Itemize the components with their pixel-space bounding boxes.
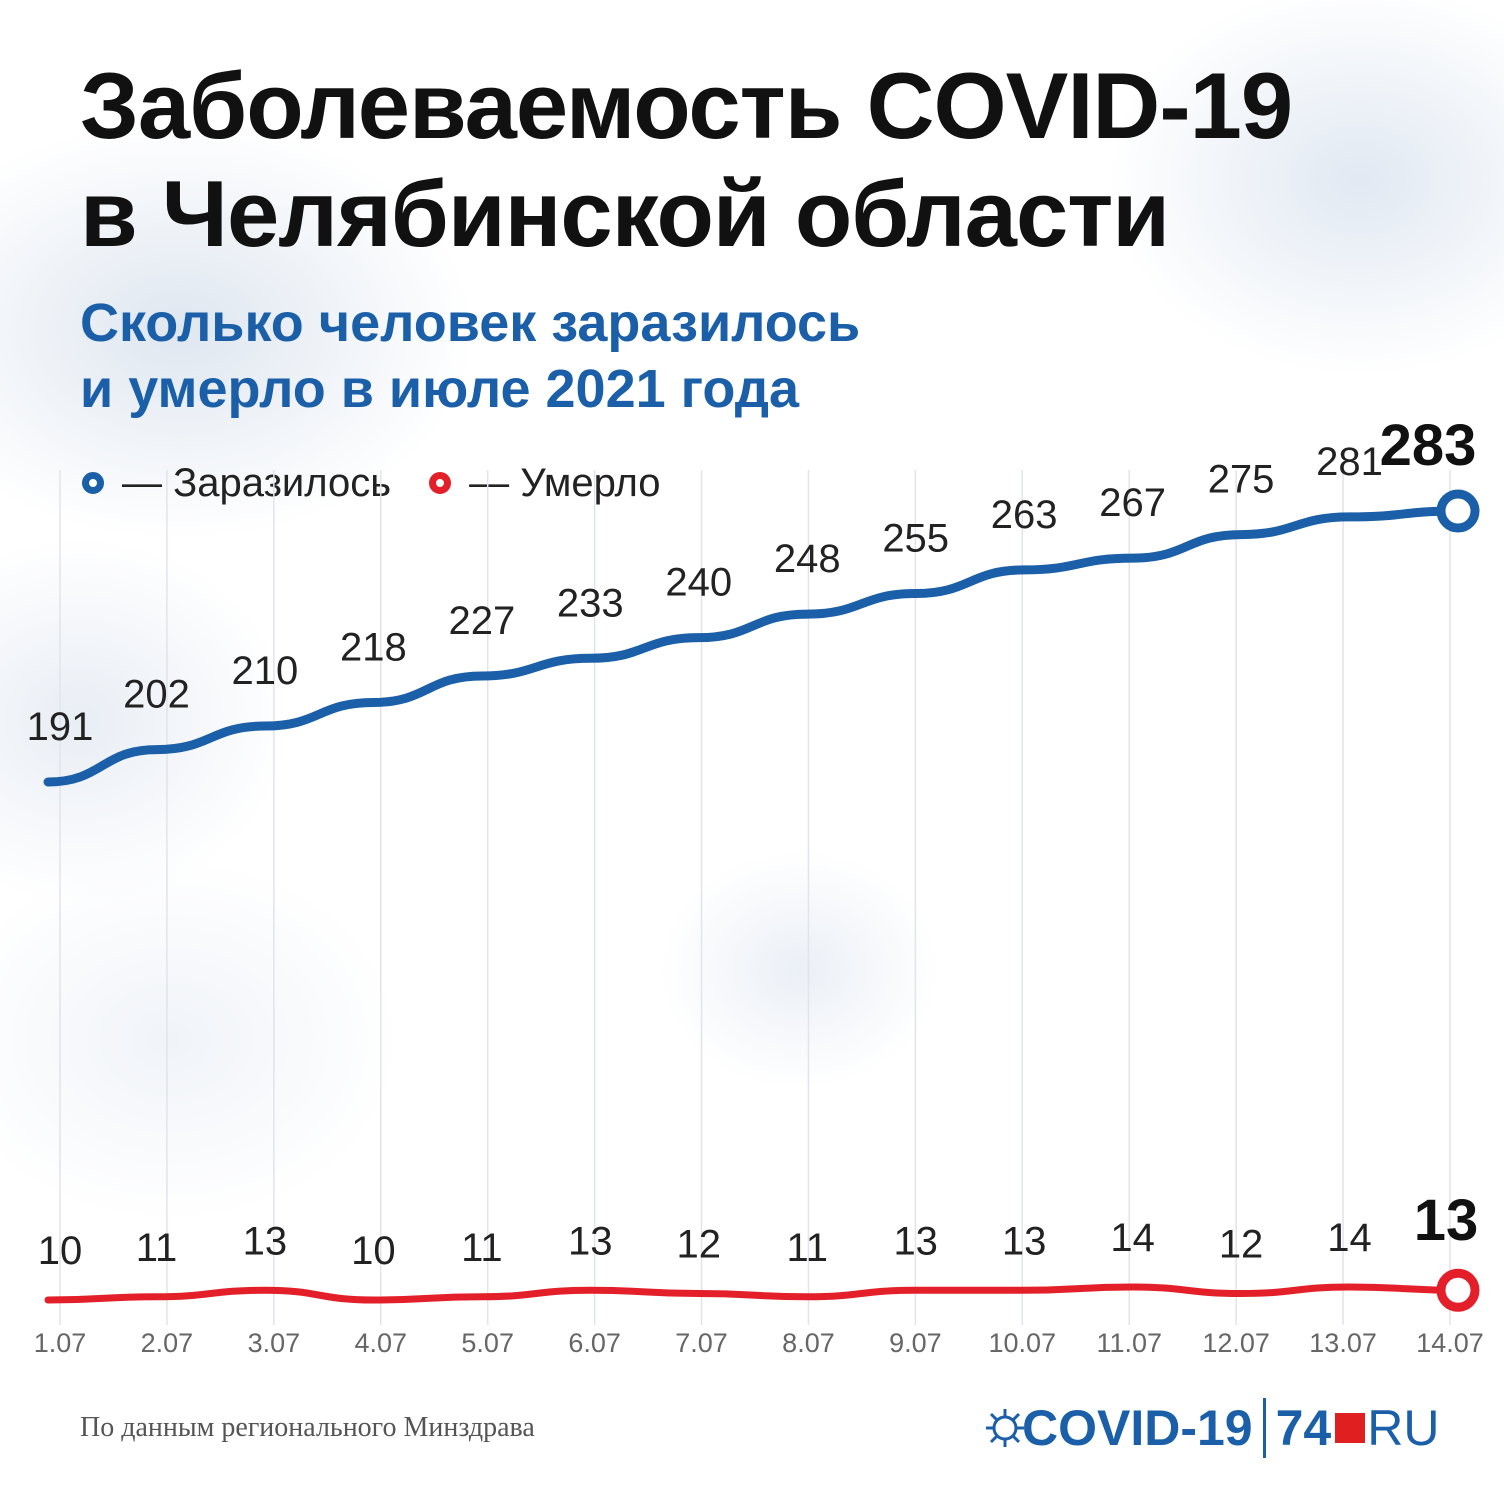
data-label-deaths-8: 11 xyxy=(786,1226,828,1270)
x-tick-label-10: 10.07 xyxy=(989,1328,1057,1358)
x-tick-label-9: 9.07 xyxy=(889,1328,942,1358)
data-label-deaths-5: 11 xyxy=(461,1226,503,1270)
virus-icon xyxy=(986,1409,1024,1447)
x-tick-label-3: 3.07 xyxy=(248,1328,301,1358)
series-line-deaths xyxy=(44,1283,1462,1304)
chart-title: Заболеваемость COVID-19 в Челябинской об… xyxy=(80,52,1293,268)
data-label-deaths-10: 13 xyxy=(1002,1219,1047,1263)
data-label-deaths-9: 13 xyxy=(893,1219,938,1263)
chart-title-line-2: в Челябинской области xyxy=(80,161,1170,266)
series-line-infected xyxy=(43,506,1463,787)
x-tick-label-12: 12.07 xyxy=(1202,1328,1270,1358)
data-label-infected-5: 227 xyxy=(448,599,515,643)
data-label-deaths-12: 12 xyxy=(1219,1223,1264,1267)
x-tick-label-1: 1.07 xyxy=(34,1328,87,1358)
data-label-infected-6: 233 xyxy=(557,581,624,625)
legend-label-deaths: — Умерло xyxy=(469,460,661,505)
data-label-infected-10: 263 xyxy=(991,493,1058,537)
logo-number: 74 xyxy=(1275,1400,1332,1456)
data-label-infected-4: 218 xyxy=(340,625,407,669)
legend-marker-deaths xyxy=(429,472,452,494)
x-tick-label-14: 14.07 xyxy=(1416,1328,1484,1358)
logo: COVID-19 74 RU xyxy=(982,1392,1439,1464)
data-label-infected-2: 202 xyxy=(123,673,190,717)
data-label-deaths-6: 13 xyxy=(568,1219,613,1263)
logo-covid-text: COVID-19 xyxy=(1022,1400,1253,1456)
x-tick-label-4: 4.07 xyxy=(354,1328,407,1358)
x-tick-label-11: 11.07 xyxy=(1096,1328,1162,1358)
data-label-infected-12: 275 xyxy=(1208,458,1275,502)
data-label-infected-14: 283 xyxy=(1380,413,1477,478)
data-label-infected-9: 255 xyxy=(882,516,949,560)
end-marker-infected xyxy=(1436,489,1480,533)
chart-subtitle-line-1: Сколько человек заразилось xyxy=(80,293,861,353)
legend-marker-infected xyxy=(82,472,104,494)
x-tick-label-6: 6.07 xyxy=(568,1328,621,1358)
data-label-deaths-7: 12 xyxy=(677,1223,722,1267)
x-tick-label-5: 5.07 xyxy=(461,1328,514,1358)
data-label-deaths-3: 13 xyxy=(243,1219,288,1263)
chart-subtitle-line-2: и умерло в июле 2021 года xyxy=(80,359,800,419)
x-tick-label-2: 2.07 xyxy=(141,1328,194,1358)
x-tick-label-7: 7.07 xyxy=(675,1328,728,1358)
data-label-infected-3: 210 xyxy=(232,649,299,693)
source-note: По данным регионального Минздрава xyxy=(80,1412,535,1443)
data-label-deaths-13: 14 xyxy=(1327,1216,1372,1260)
data-label-infected-8: 248 xyxy=(774,537,841,581)
data-label-infected-11: 267 xyxy=(1099,481,1166,525)
data-label-infected-13: 281 xyxy=(1316,440,1383,484)
chart-title-line-1: Заболеваемость COVID-19 xyxy=(80,53,1293,158)
data-label-deaths-11: 14 xyxy=(1110,1216,1155,1260)
x-tick-label-8: 8.07 xyxy=(782,1328,835,1358)
legend-item-deaths: — Умерло xyxy=(429,460,661,506)
end-marker-deaths xyxy=(1436,1268,1480,1312)
data-label-deaths-2: 11 xyxy=(136,1226,178,1270)
logo-red-square xyxy=(1335,1413,1366,1443)
data-label-deaths-4: 10 xyxy=(351,1229,396,1273)
data-label-deaths-1: 10 xyxy=(38,1229,83,1273)
chart-subtitle: Сколько человек заразилось и умерло в ию… xyxy=(80,290,860,422)
data-label-deaths-14: 13 xyxy=(1414,1188,1479,1253)
data-label-infected-1: 191 xyxy=(27,705,94,749)
x-tick-label-13: 13.07 xyxy=(1309,1328,1377,1358)
logo-ru: RU xyxy=(1367,1400,1440,1456)
data-label-infected-7: 240 xyxy=(665,561,732,605)
logo-separator xyxy=(1262,1398,1266,1458)
